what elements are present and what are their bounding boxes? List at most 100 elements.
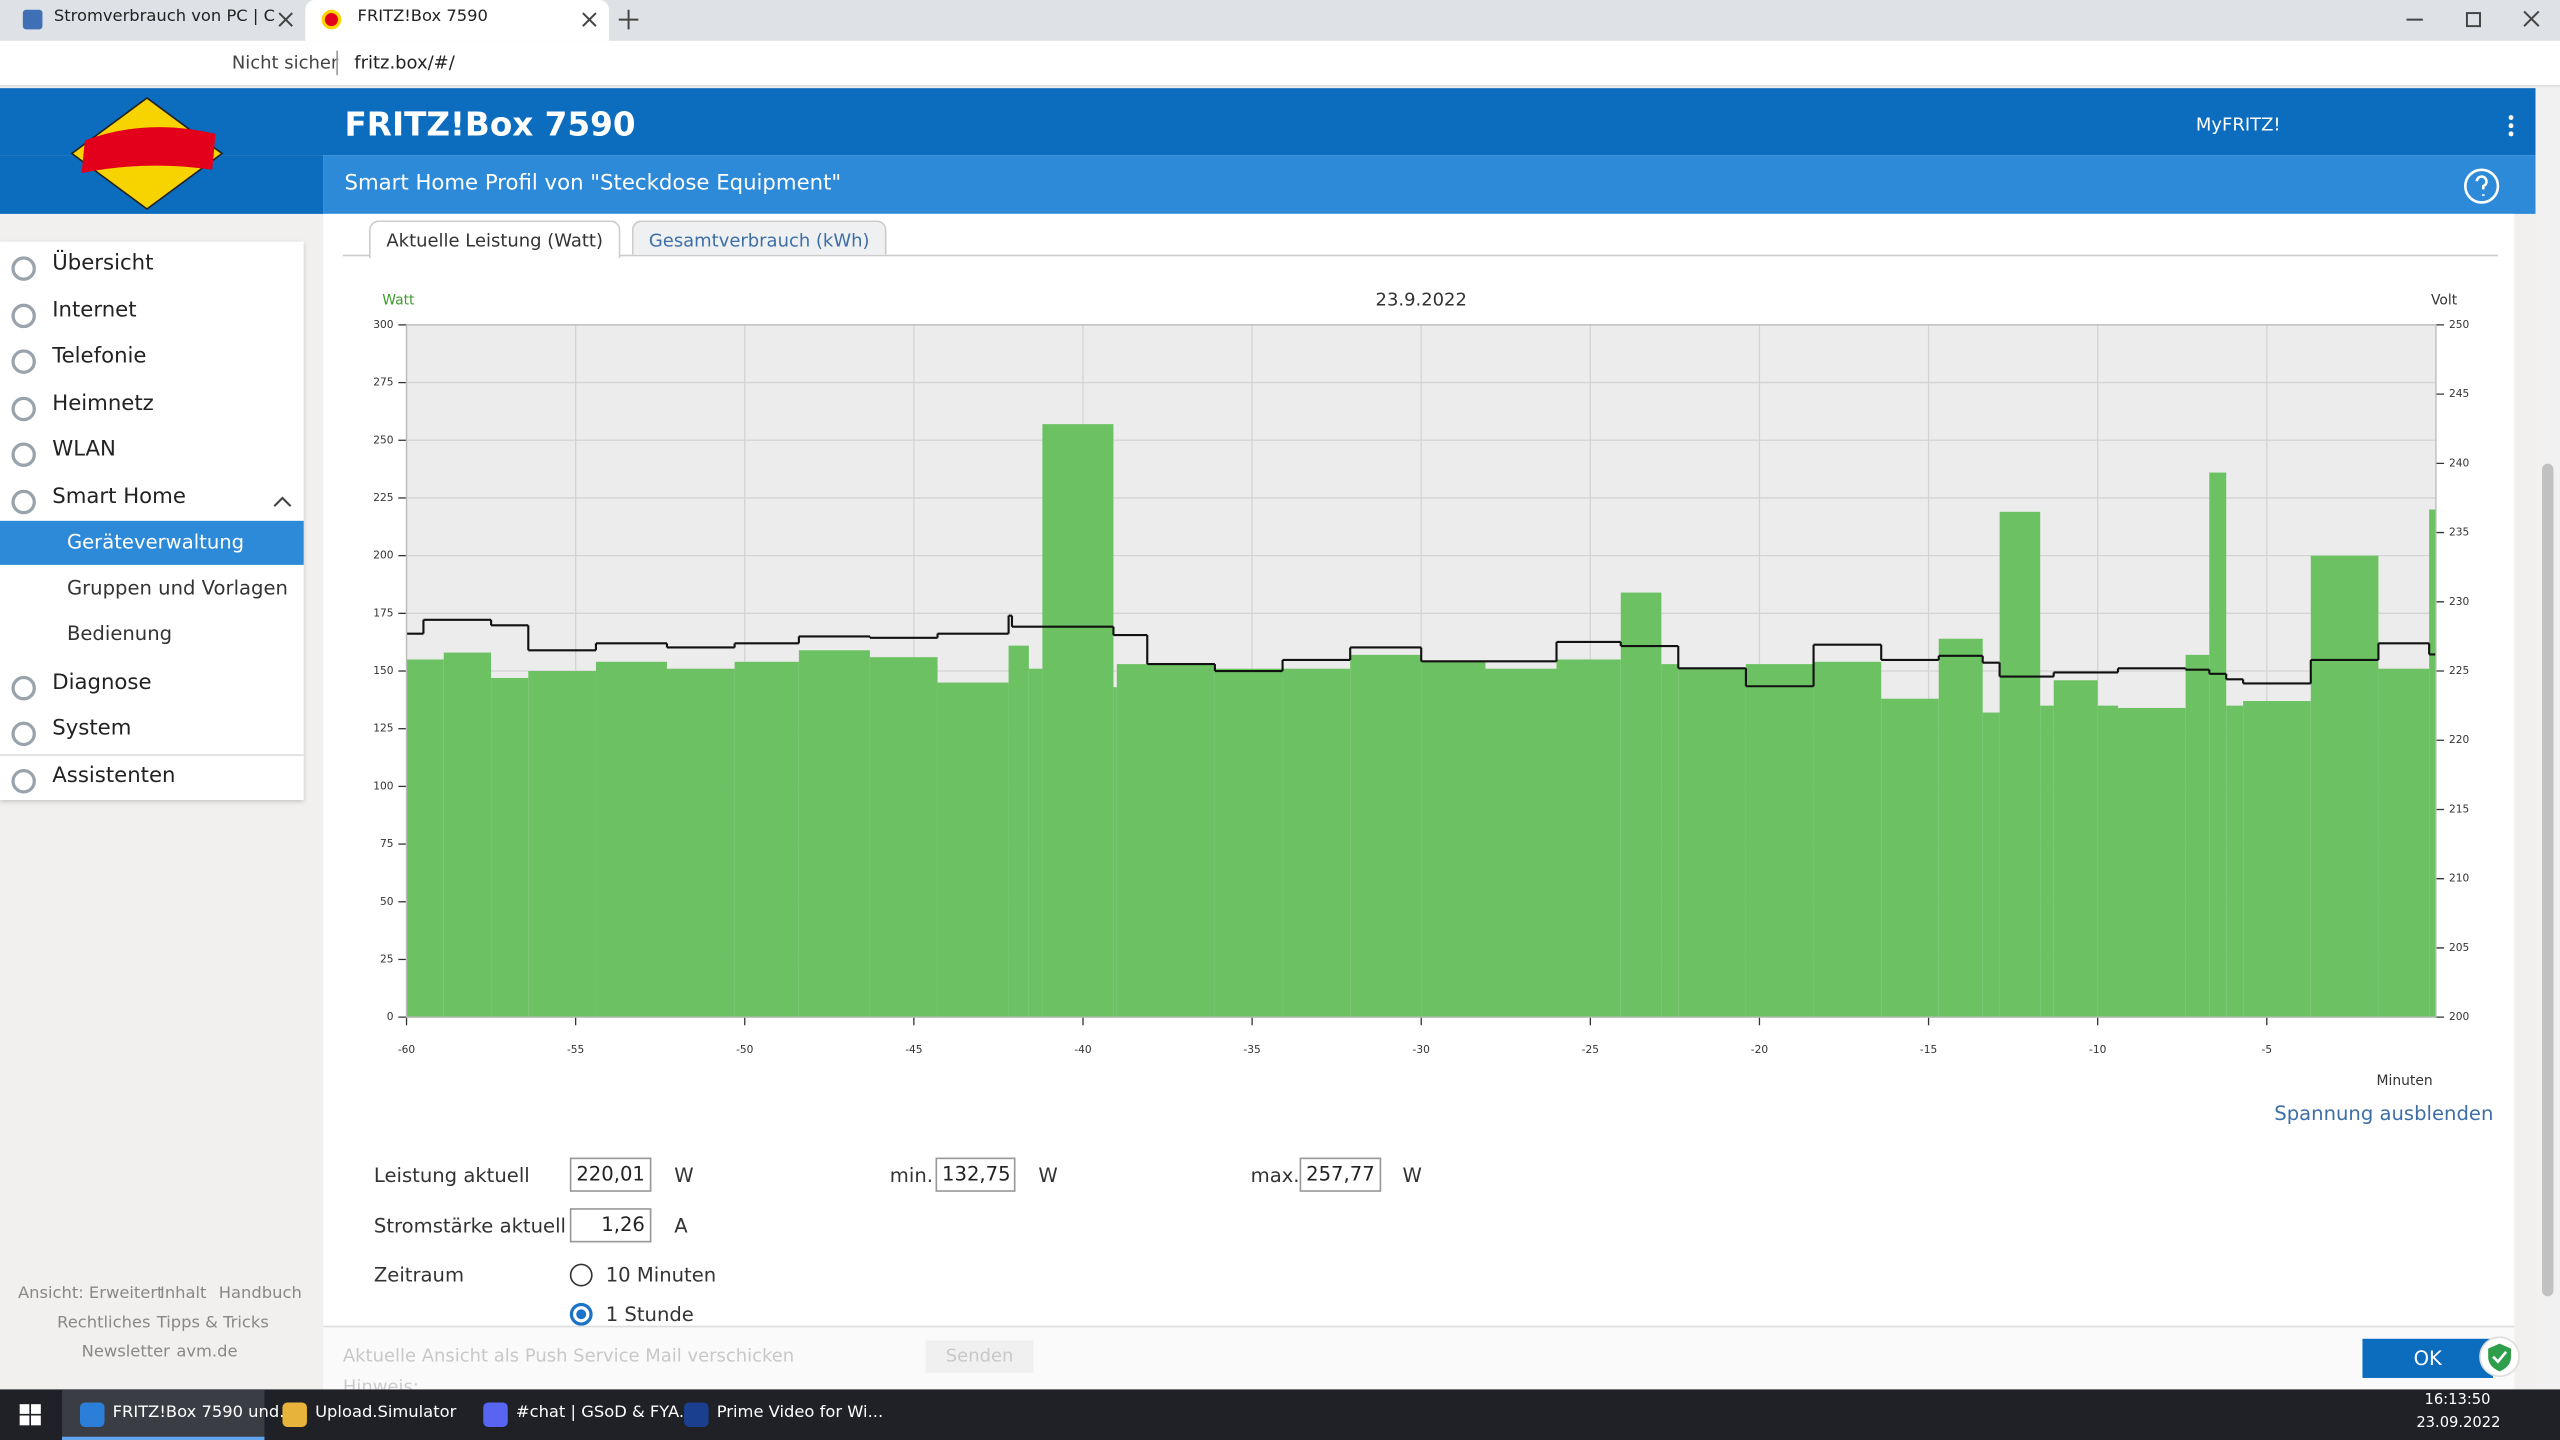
sidebar-footer: Ansicht: Erweitert Inhalt Handbuch Rechtlic… — [0, 1285, 323, 1370]
scrollbar[interactable] — [2535, 88, 2560, 1390]
bar — [1999, 511, 2041, 1018]
nav-subitem[interactable]: Gruppen und Vorlagen — [66, 576, 288, 600]
y-tick-label: 250 — [373, 433, 394, 446]
close-icon[interactable] — [278, 12, 293, 27]
y2-tick-label: 235 — [2449, 526, 2469, 539]
nav-item[interactable]: Übersicht — [52, 251, 154, 276]
collapse-icon[interactable] — [273, 492, 293, 508]
bar — [869, 657, 938, 1018]
tab-active[interactable]: FRITZ!Box 7590 — [305, 0, 609, 41]
footer-link[interactable]: Inhalt — [160, 1284, 207, 1303]
y-tick-label: 25 — [380, 952, 394, 965]
bar — [1620, 592, 1662, 1018]
bar — [1982, 712, 2000, 1018]
hint-text: Hinweis: — [342, 1376, 419, 1390]
x-tick-label: -50 — [736, 1043, 754, 1056]
bar — [666, 668, 735, 1018]
bar — [1214, 668, 1283, 1018]
restore-icon[interactable] — [2465, 12, 2481, 28]
y2-tick-label: 210 — [2449, 872, 2470, 885]
x-tick-label: -25 — [1582, 1043, 1599, 1056]
bar — [1113, 687, 1117, 1018]
bar — [1116, 664, 1215, 1018]
nav-item[interactable]: Telefonie — [52, 344, 147, 370]
footer-link[interactable]: Ansicht: Erweitert — [17, 1284, 164, 1303]
bar — [1008, 645, 1029, 1018]
address-bar[interactable]: fritz.box/#/ — [354, 52, 455, 74]
nav-item[interactable]: Smart Home — [52, 484, 186, 510]
nav-item[interactable]: WLAN — [52, 438, 116, 463]
nav-item[interactable]: System — [52, 716, 132, 742]
tab[interactable]: Stromverbrauch von PC | Compu — [0, 0, 304, 41]
nav-icon — [11, 303, 36, 328]
help-icon[interactable] — [2462, 167, 2501, 206]
bar — [1042, 424, 1114, 1018]
taskbar-icon — [282, 1402, 307, 1427]
taskbar-app[interactable]: Upload.Simulator — [315, 1404, 457, 1423]
menu-icon[interactable] — [2503, 111, 2519, 144]
bar — [2053, 680, 2098, 1018]
nav-item[interactable]: Diagnose — [52, 670, 152, 695]
taskbar-app[interactable]: FRITZ!Box 7590 und... — [112, 1404, 295, 1423]
nav-item[interactable]: Assistenten — [52, 763, 176, 789]
bar — [1028, 668, 1043, 1018]
nav-subitem[interactable]: Bedienung — [66, 622, 173, 646]
bar — [2226, 705, 2244, 1018]
nav-icon — [11, 768, 36, 793]
bar — [1421, 661, 1486, 1018]
y-tick-label: 125 — [373, 722, 393, 735]
ok-button[interactable]: OK — [2362, 1338, 2494, 1378]
subheader-bar — [323, 155, 2536, 214]
close-icon[interactable] — [582, 12, 597, 27]
content-tab[interactable]: Gesamtverbrauch (kWh) — [631, 220, 887, 255]
power-chart: 0 25 50 75 100 125 150 175 200 225 250 275 300 -60 -55… — [373, 289, 2470, 1088]
bar — [528, 671, 596, 1018]
nav-item[interactable]: Heimnetz — [52, 391, 154, 416]
nav-subitem[interactable]: Geräteverwaltung — [66, 529, 245, 553]
content-tab-active[interactable]: Aktuelle Leistung (Watt) — [368, 220, 621, 258]
y2-tick-label: 245 — [2449, 387, 2469, 400]
nav-icon — [11, 443, 36, 468]
security-label[interactable]: Nicht sicher — [231, 52, 339, 74]
fritz-logo[interactable] — [65, 95, 228, 213]
close-window-icon[interactable] — [2523, 10, 2540, 27]
nav-divider — [0, 753, 304, 756]
bar — [2378, 668, 2430, 1018]
x-tick-label: -5 — [2262, 1043, 2273, 1056]
clock-date[interactable]: 23.09.2022 — [2416, 1415, 2501, 1432]
nav-menu: Übersicht Internet Telefonie Heimnetz WLAN Sm… — [0, 241, 304, 800]
y2-tick-label: 200 — [2449, 1010, 2470, 1023]
page-subtitle: Smart Home Profil von "Steckdose Equipme… — [344, 171, 842, 196]
nav-icon — [11, 256, 36, 281]
scroll-thumb[interactable] — [2542, 463, 2554, 1297]
taskbar: 16:13:50 23.09.2022 FRITZ!Box 7590 und..… — [0, 1389, 2560, 1440]
y-tick-label: 300 — [373, 318, 394, 331]
toolbar — [0, 40, 2560, 87]
bar — [1881, 698, 1939, 1018]
bar — [1813, 661, 1882, 1018]
nav-item[interactable]: Internet — [52, 298, 137, 323]
x-tick-label: -55 — [567, 1043, 584, 1056]
footer-link[interactable]: Handbuch — [218, 1284, 302, 1303]
footer-link[interactable]: avm.de — [176, 1343, 238, 1362]
myfritz-link[interactable]: MyFRITZ! — [2195, 114, 2281, 136]
bar — [1938, 638, 1983, 1018]
toggle-voltage-link[interactable]: Spannung ausblenden — [2274, 1102, 2494, 1125]
taskbar-app[interactable]: #chat | GSoD & FYA... — [515, 1404, 695, 1423]
taskbar-app[interactable]: Prime Video for Wi... — [716, 1404, 884, 1423]
footer-link[interactable]: Rechtliches — [57, 1314, 151, 1333]
y2-tick-label: 230 — [2449, 595, 2470, 608]
clock-time[interactable]: 16:13:50 — [2424, 1392, 2491, 1409]
send-button[interactable]: Senden — [925, 1340, 1034, 1374]
y-tick-label: 0 — [387, 1010, 394, 1023]
footer-link[interactable]: Newsletter — [81, 1343, 170, 1362]
new-tab-icon[interactable] — [618, 9, 639, 30]
bottom-bar — [323, 1325, 2515, 1390]
start-button[interactable] — [19, 1404, 43, 1427]
nav-icon — [11, 349, 36, 375]
bar — [2429, 509, 2436, 1018]
bar — [1485, 668, 1557, 1018]
footer-link[interactable]: Tipps & Tricks — [156, 1314, 269, 1333]
plot-border — [405, 324, 2437, 1018]
